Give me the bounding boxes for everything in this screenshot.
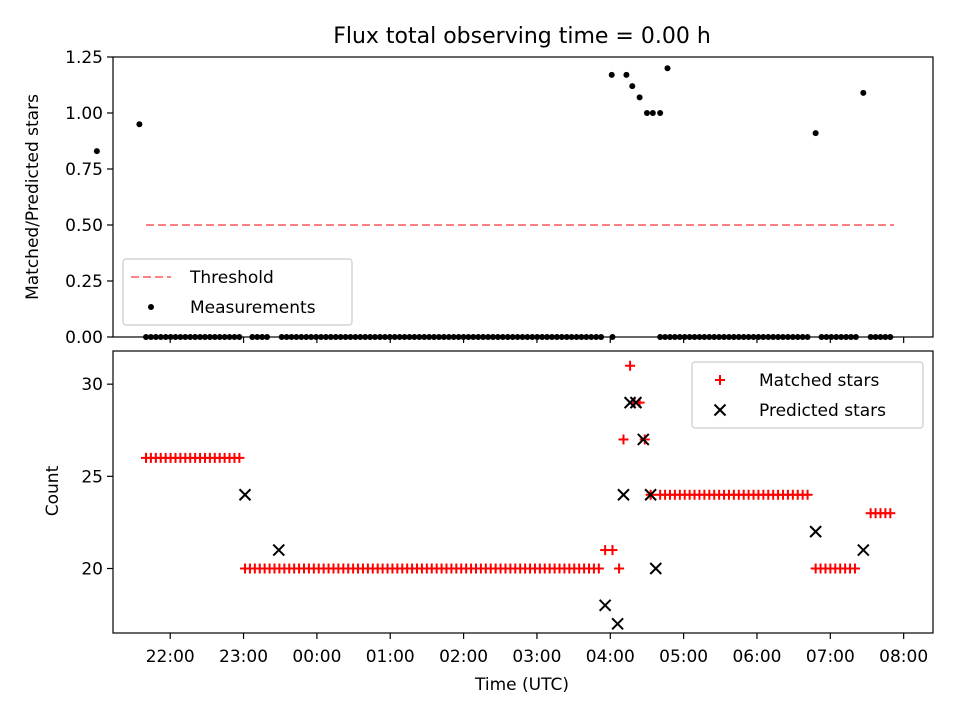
- top-y-tick-label: 0.50: [65, 216, 103, 236]
- x-tick-label: 05:00: [659, 647, 708, 667]
- measurement-point: [664, 65, 671, 72]
- matched-star-point: [618, 434, 629, 445]
- top-y-tick-label: 0.00: [65, 328, 103, 348]
- matched-star-point: [593, 563, 604, 574]
- measurement-point: [629, 83, 636, 90]
- bottom-axes-frame: [112, 350, 934, 634]
- matched-star-point: [614, 563, 625, 574]
- predicted-star-point: [272, 543, 285, 557]
- x-tick-label: 06:00: [732, 647, 781, 667]
- measurement-point: [649, 110, 656, 116]
- x-tick-label: 04:00: [586, 647, 635, 667]
- predicted-star-point: [649, 562, 662, 575]
- matched-star-point: [802, 489, 813, 500]
- x-tick-label: 00:00: [292, 647, 341, 667]
- measurement-point: [623, 71, 630, 78]
- predicted-star-point: [598, 599, 612, 612]
- top-y-tick-label: 0.75: [65, 160, 103, 180]
- legend-threshold-label: Threshold: [189, 268, 274, 288]
- legend-predicted-label: Predicted stars: [759, 401, 886, 421]
- measurement-point: [657, 110, 664, 116]
- matched-star-point: [607, 545, 618, 556]
- measurement-point: [812, 130, 819, 137]
- legend-measurements-swatch: [148, 304, 154, 310]
- matched-star-point: [639, 434, 650, 445]
- predicted-star-point: [238, 488, 252, 501]
- predicted-star-point: [637, 433, 650, 446]
- measurement-point: [636, 94, 643, 101]
- matched-star-point: [234, 452, 245, 463]
- predicted-star-point: [611, 617, 624, 630]
- predicted-star-point: [617, 488, 630, 501]
- top-plot-area: 0.00 0.25 0.50 0.75 1.00 1.25 Threshold Measure…: [65, 48, 934, 348]
- matched-star-point: [625, 360, 636, 371]
- predicted-star-point: [623, 396, 637, 409]
- predicted-star-point: [644, 488, 657, 501]
- predicted-star-point: [809, 525, 822, 538]
- predicted-star-point: [629, 396, 643, 409]
- top-legend: [122, 258, 353, 326]
- top-axes-frame: [112, 56, 934, 338]
- chart-title: Flux total observing time = 0.00 h: [333, 24, 711, 49]
- matched-star-point: [849, 563, 860, 574]
- bottom-y-tick-label: 20: [81, 559, 103, 579]
- bottom-y-tick-label: 25: [81, 467, 103, 487]
- x-tick-label: 02:00: [439, 647, 488, 667]
- legend-matched-label: Matched stars: [759, 371, 879, 391]
- measurement-point: [643, 110, 650, 116]
- predicted-star-point: [857, 543, 870, 557]
- legend-matched-swatch: [715, 375, 725, 385]
- bottom-y-tick-label: 30: [81, 375, 103, 395]
- legend-measurements-label: Measurements: [190, 298, 316, 318]
- x-axis-label: Time (UTC): [474, 675, 569, 695]
- measurement-point: [136, 121, 143, 128]
- x-tick-label: 01:00: [366, 647, 415, 667]
- x-tick-label: 07:00: [806, 647, 855, 667]
- top-y-tick-label: 1.00: [65, 104, 103, 124]
- x-tick-label: 03:00: [512, 647, 561, 667]
- measurement-point: [93, 148, 100, 155]
- top-y-tick-label: 0.25: [65, 272, 103, 292]
- top-y-tick-label: 1.25: [65, 48, 103, 68]
- measurement-point: [608, 71, 615, 78]
- x-tick-label: 23:00: [219, 647, 268, 667]
- top-y-axis-label: Matched/Predicted stars: [23, 94, 43, 300]
- bottom-y-axis-label: Count: [43, 465, 63, 516]
- x-tick-label: 22:00: [146, 647, 195, 667]
- bottom-legend: [691, 361, 924, 429]
- matched-star-point: [885, 508, 896, 519]
- measurement-point: [860, 89, 867, 96]
- bottom-plot-area: 20 25 30 22:00 23:00 00:00 01:00 02:00 03:00 04:0…: [81, 350, 934, 667]
- x-tick-label: 08:00: [879, 647, 928, 667]
- legend-predicted-swatch: [713, 403, 727, 417]
